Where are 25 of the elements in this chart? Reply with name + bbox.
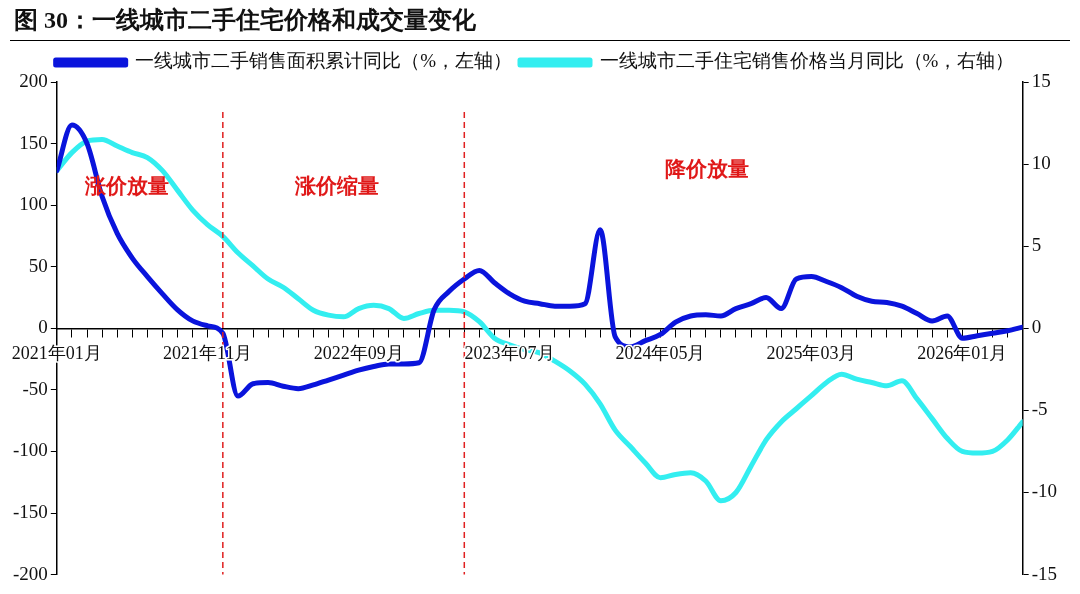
annotation: 涨价缩量 [293,174,379,199]
x-tick-label: 2025年03月 [766,343,857,364]
y-tick-label: 150 [19,131,48,153]
x-tick-label: 2022年09月 [313,343,404,364]
y-tick-label: 200 [19,69,48,91]
y2-tick-label: 10 [1031,152,1051,174]
y-tick-label: 100 [19,193,48,215]
legend-label: 一线城市二手住宅销售价格当月同比（%，右轴） [599,50,1015,72]
y2-tick-label: -5 [1031,398,1048,420]
legend-label: 一线城市二手销售面积累计同比（%，左轴） [135,50,512,72]
y-tick-label: 50 [28,254,48,276]
y-tick-label: -50 [22,377,48,399]
annotation: 降价放量 [664,157,749,182]
y2-tick-label: 5 [1031,234,1042,256]
y-tick-label: -100 [13,439,48,461]
y2-tick-label: 15 [1031,69,1051,91]
y2-tick-label: -15 [1031,562,1057,584]
y-tick-label: 0 [38,316,48,338]
y2-tick-label: -10 [1031,480,1057,502]
y2-tick-label: 0 [1031,316,1042,338]
x-tick-label: 2024年05月 [615,343,706,364]
y-tick-label: -200 [13,562,48,584]
x-tick-label: 2026年01月 [917,343,1008,364]
chart-title: 图 30：一线城市二手住宅价格和成交量变化 [10,4,1070,41]
y-tick-label: -150 [13,501,48,523]
